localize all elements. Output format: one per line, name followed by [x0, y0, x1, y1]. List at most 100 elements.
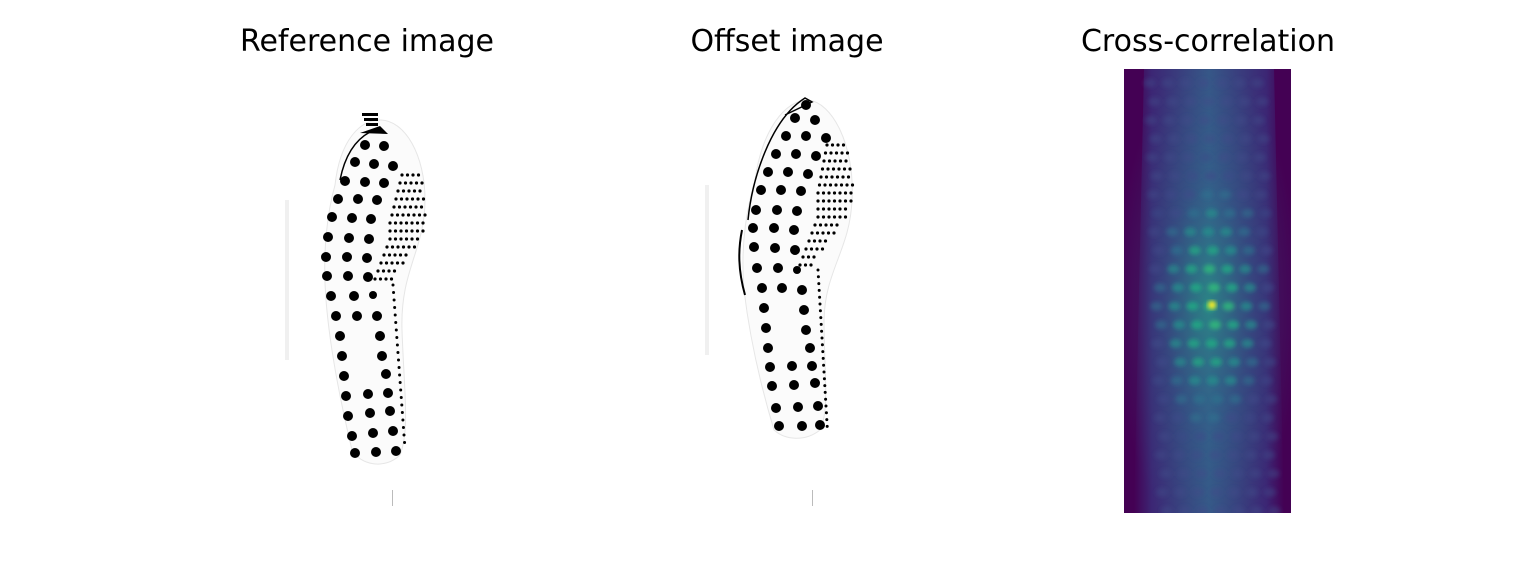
marker-dot: [801, 100, 811, 110]
marker-dot: [402, 245, 405, 248]
marker-dot: [833, 215, 836, 218]
marker-dot: [798, 263, 801, 266]
marker-dot: [335, 331, 345, 341]
marker-dot: [771, 403, 781, 413]
marker-dot: [394, 221, 397, 224]
marker-dot: [833, 159, 836, 162]
marker-dot: [819, 175, 822, 178]
marker-dot: [801, 325, 811, 335]
marker-dot: [331, 311, 341, 321]
marker-dot: [398, 366, 401, 369]
marker-dot: [363, 389, 373, 399]
marker-dot: [388, 221, 391, 224]
correlation-blob: [1221, 134, 1233, 143]
marker-dot: [763, 343, 773, 353]
correlation-blob: [1258, 302, 1270, 311]
correlation-blob: [1203, 265, 1215, 274]
correlation-blob: [1163, 116, 1175, 125]
marker-dot: [801, 255, 804, 258]
marker-dot: [819, 309, 822, 312]
marker-dot: [763, 167, 773, 177]
marker-dot: [352, 311, 362, 321]
correlation-blob: [1149, 134, 1161, 143]
marker-dot: [342, 252, 352, 262]
marker-dot: [842, 143, 845, 146]
correlation-blob: [1184, 97, 1196, 106]
marker-dot: [392, 291, 395, 294]
correlation-blob: [1219, 190, 1231, 199]
marker-dot: [396, 351, 399, 354]
marker-dot: [813, 401, 823, 411]
marker-dot: [404, 253, 407, 256]
correlation-blob: [1150, 302, 1162, 311]
correlation-blob: [1153, 246, 1165, 255]
marker-dot: [838, 191, 841, 194]
marker-dot: [394, 314, 397, 317]
correlation-blob: [1146, 153, 1158, 162]
correlation-blob: [1191, 451, 1203, 460]
marker-dot: [826, 167, 829, 170]
correlation-blob: [1187, 172, 1199, 181]
correlation-blob: [1198, 79, 1210, 88]
marker-dot: [835, 223, 838, 226]
marker-dot: [379, 261, 382, 264]
marker-dot: [410, 237, 413, 240]
marker-dot: [341, 391, 351, 401]
marker-dot: [844, 191, 847, 194]
correlation-blob: [1156, 488, 1168, 497]
correlation-blob: [1239, 265, 1251, 274]
marker-dot: [375, 331, 385, 341]
marker-dot: [337, 351, 347, 361]
marker-dot: [761, 323, 771, 333]
correlation-blob: [1245, 451, 1257, 460]
correlation-blob: [1148, 97, 1160, 106]
correlation-blob: [1221, 265, 1233, 274]
correlation-blob: [1218, 153, 1230, 162]
marker-dot: [817, 282, 820, 285]
marker-dot: [423, 213, 426, 216]
marker-dot: [849, 191, 852, 194]
marker-dot: [388, 229, 391, 232]
marker-dot: [838, 199, 841, 202]
correlation-blob: [1238, 97, 1250, 106]
marker-dot: [840, 183, 843, 186]
marker-dot: [396, 261, 399, 264]
marker-dot: [748, 223, 758, 233]
correlation-blob: [1236, 153, 1248, 162]
correlation-blob: [1206, 209, 1218, 218]
correlation-blob: [1157, 395, 1169, 404]
marker-dot: [379, 277, 382, 280]
correlation-blob: [1185, 265, 1197, 274]
correlation-blob: [1211, 395, 1223, 404]
correlation-blob: [1189, 376, 1201, 385]
marker-dot: [403, 205, 406, 208]
correlation-blob: [1225, 376, 1237, 385]
marker-dot: [396, 245, 399, 248]
marker-dot: [410, 221, 413, 224]
marker-dot: [811, 151, 821, 161]
marker-dot: [790, 113, 800, 123]
cross-correlation-title: Cross-correlation: [1081, 24, 1335, 60]
correlation-blob: [1171, 376, 1183, 385]
marker-dot: [340, 176, 350, 186]
marker-dot: [825, 418, 828, 421]
correlation-blob: [1222, 302, 1234, 311]
marker-dot: [393, 299, 396, 302]
marker-dot: [401, 261, 404, 264]
marker-dot: [816, 215, 819, 218]
correlation-blob: [1266, 432, 1278, 441]
correlation-blob: [1192, 358, 1204, 367]
marker-dot: [821, 343, 824, 346]
marker-dot: [387, 269, 390, 272]
correlation-blob: [1212, 432, 1224, 441]
marker-dot: [399, 237, 402, 240]
correlation-blob: [1226, 283, 1238, 292]
correlation-blob: [1265, 395, 1277, 404]
correlation-blob: [1162, 79, 1174, 88]
marker-dot: [805, 343, 815, 353]
marker-dot: [413, 189, 416, 192]
marker-dot: [382, 269, 385, 272]
marker-dot: [385, 245, 388, 248]
marker-dot: [845, 183, 848, 186]
correlation-blob: [1192, 488, 1204, 497]
